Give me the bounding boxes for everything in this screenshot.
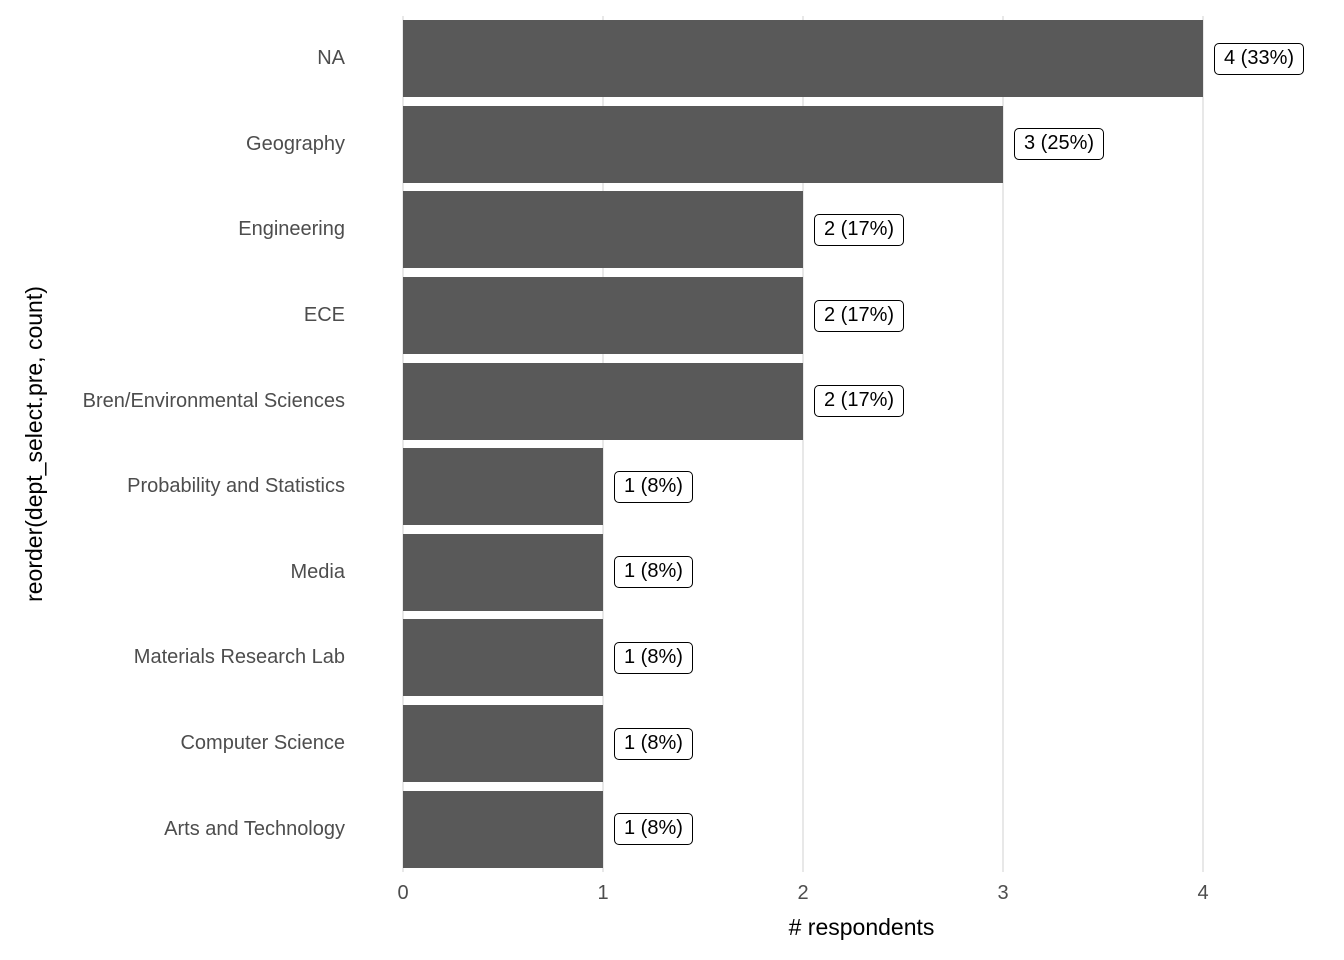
y-tick-label: NA [317, 47, 345, 70]
y-tick-label: Materials Research Lab [133, 646, 345, 669]
bar-Bren/Environmental Sciences [403, 362, 803, 440]
bar-row: 4 (33%) [403, 16, 1320, 102]
x-tick-label: 3 [997, 882, 1009, 904]
bar-Materials Research Lab [403, 619, 603, 697]
bar-value-label: 4 (33%) [1214, 42, 1305, 75]
x-tick-label: 2 [797, 882, 809, 904]
gridline-x-1 [602, 16, 604, 872]
bar-row: 1 (8%) [403, 444, 1320, 530]
bar-row: 1 (8%) [403, 530, 1320, 616]
bar-Arts and Technology [403, 790, 603, 868]
gridline-x-2 [802, 16, 804, 872]
y-tick-label: Engineering [238, 218, 345, 241]
bar-row: 3 (25%) [403, 102, 1320, 188]
x-axis-tick-labels: 0 1 2 3 4 [397, 882, 1320, 908]
gridline-x-0 [402, 16, 404, 872]
bar-row: 2 (17%) [403, 187, 1320, 273]
bar-row: 1 (8%) [403, 786, 1320, 872]
bar-row: 2 (17%) [403, 358, 1320, 444]
x-axis-title: # respondents [788, 914, 935, 940]
y-tick-label: Computer Science [180, 732, 345, 755]
bar-row: 2 (17%) [403, 273, 1320, 359]
x-tick-label: 0 [397, 882, 409, 904]
plot-panel: 4 (33%) 3 (25%) 2 (17%) 2 (17%) 2 (17%) 1 (8%… [402, 16, 1320, 872]
bar-value-label: 1 (8%) [614, 470, 693, 503]
bar-NA [403, 20, 1203, 98]
bar-ECE [403, 277, 803, 355]
gridline-x-4 [1202, 16, 1204, 872]
bar-Engineering [403, 191, 803, 269]
y-tick-label: ECE [303, 304, 345, 327]
x-tick-label: 1 [597, 882, 609, 904]
bar-value-label: 1 (8%) [614, 813, 693, 846]
bar-value-label: 1 (8%) [614, 727, 693, 760]
bar-value-label: 2 (17%) [814, 299, 905, 332]
bar-Media [403, 533, 603, 611]
y-tick-label: Bren/Environmental Sciences [82, 389, 345, 412]
y-tick-label: Media [290, 560, 345, 583]
y-tick-label: Geography [246, 132, 345, 155]
bar-row: 1 (8%) [403, 615, 1320, 701]
bar-value-label: 2 (17%) [814, 385, 905, 418]
gridline-x-3 [1002, 16, 1004, 872]
y-tick-label: Probability and Statistics [127, 475, 345, 498]
bar-value-label: 1 (8%) [614, 556, 693, 589]
bar-Probability and Statistics [403, 448, 603, 526]
bar-value-label: 2 (17%) [814, 213, 905, 246]
bar-value-label: 1 (8%) [614, 641, 693, 674]
bar-row: 1 (8%) [403, 701, 1320, 787]
bar-value-label: 3 (25%) [1014, 128, 1105, 161]
y-axis-tick-labels: NA Geography Engineering ECE Bren/Environmen… [0, 16, 345, 872]
bar-Computer Science [403, 705, 603, 783]
bar-Geography [403, 105, 1003, 183]
y-tick-label: Arts and Technology [164, 817, 345, 840]
x-tick-label: 4 [1197, 882, 1209, 904]
